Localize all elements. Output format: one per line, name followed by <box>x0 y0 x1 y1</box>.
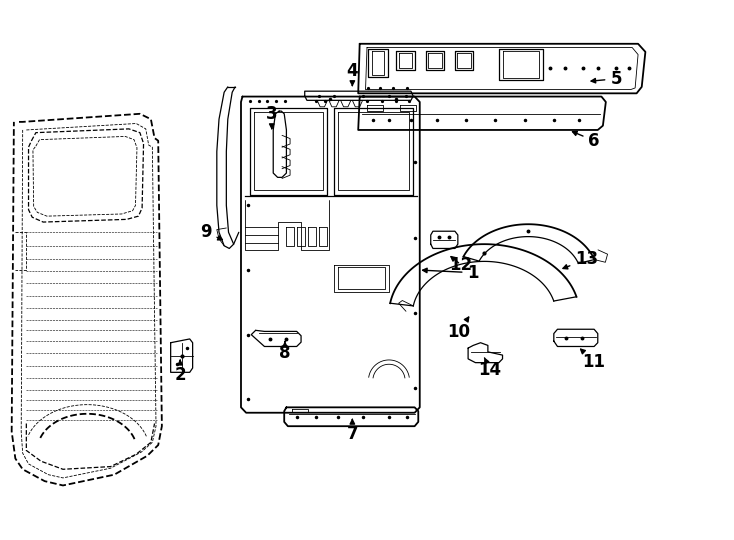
Text: 14: 14 <box>479 358 501 379</box>
Text: 4: 4 <box>346 62 358 86</box>
Text: 1: 1 <box>423 264 479 282</box>
Text: 8: 8 <box>279 342 291 362</box>
Text: 12: 12 <box>449 255 473 274</box>
Text: 6: 6 <box>573 131 600 150</box>
Text: 2: 2 <box>175 360 186 384</box>
Text: 5: 5 <box>591 70 622 88</box>
Text: 13: 13 <box>563 250 598 269</box>
Text: 3: 3 <box>266 105 277 129</box>
Text: 7: 7 <box>346 419 358 443</box>
Text: 11: 11 <box>581 349 606 370</box>
Text: 10: 10 <box>447 317 470 341</box>
Text: 9: 9 <box>200 224 222 241</box>
